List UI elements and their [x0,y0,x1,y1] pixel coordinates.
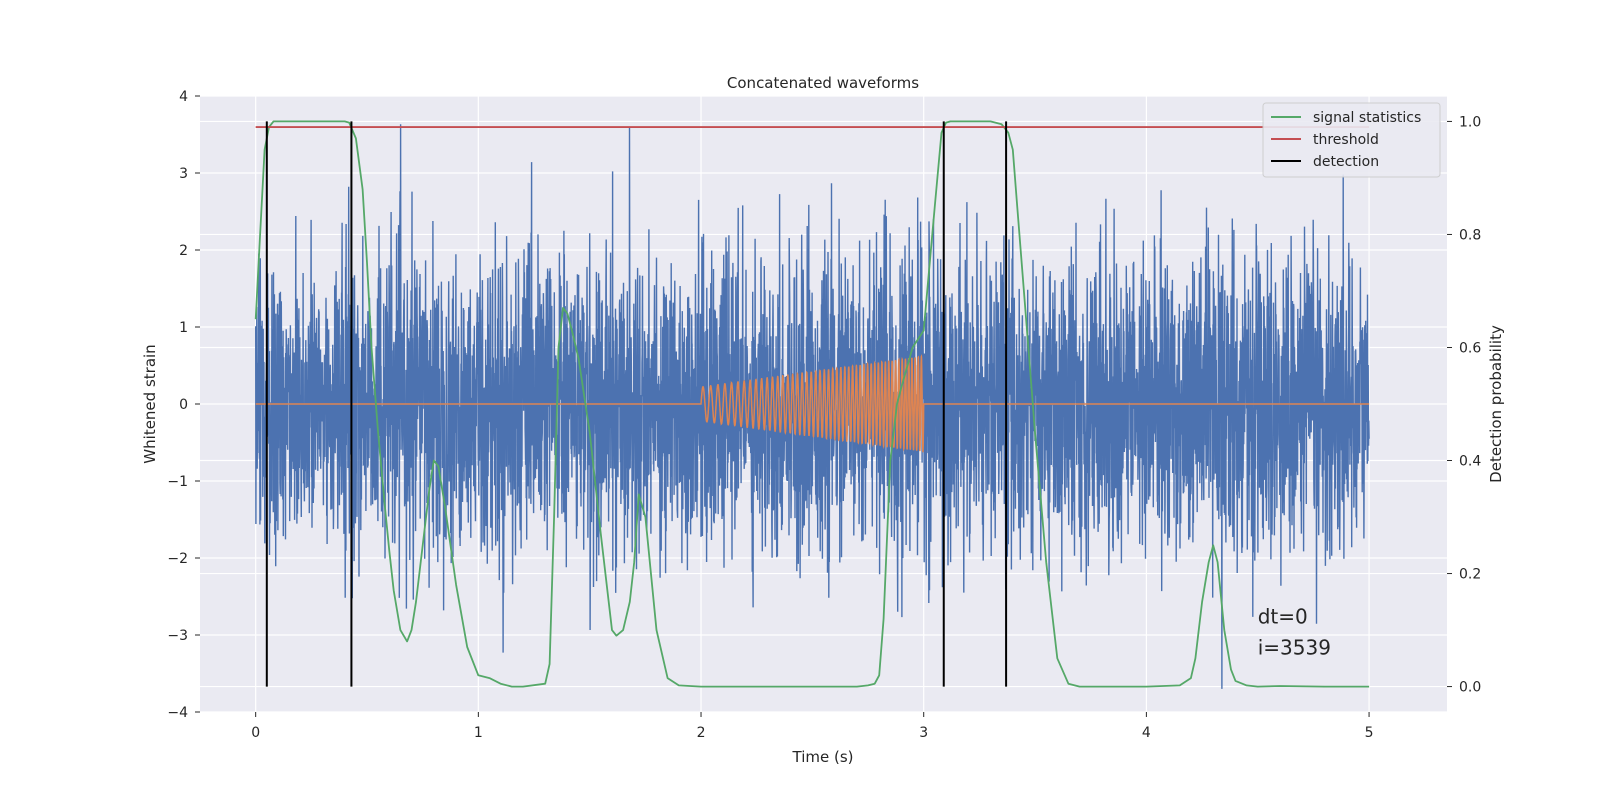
y-right-tick-label: 0.0 [1459,680,1481,696]
y-tick-label: 4 [179,89,188,105]
y-tick-label: −2 [167,551,188,567]
y-tick-label: 2 [179,243,188,259]
signal-statistics-line [254,120,1370,688]
x-tick-label: 5 [1365,725,1374,741]
x-tick-label: 3 [919,725,928,741]
x-tick-label: 0 [251,725,260,741]
legend-box [1262,102,1441,178]
legend-label: signal statistics [1313,110,1421,126]
annotation-text: i=3539 [1258,635,1331,659]
y-right-tick-label: 1.0 [1459,114,1481,130]
legend: signal statistics threshold detection [1262,102,1441,178]
whitened-noise-line [255,124,1370,689]
detection-lines [265,121,1008,687]
y-tick-label: 0 [179,397,188,413]
axis-ticks: 0 1 2 3 4 5 −4 −3 −2 −1 0 1 2 3 4 0.0 0.2 0.4 0.6 0.8 1.0 [167,89,1481,741]
y-tick-label: −1 [167,474,188,490]
x-axis-label: Time (s) [792,748,854,766]
y-tick-label: −4 [167,705,188,721]
y-right-tick-label: 0.2 [1459,567,1481,583]
signal-statistics-series [254,120,1370,688]
y-axis-label: Whitened strain [141,344,159,463]
y-right-tick-label: 0.8 [1459,227,1481,243]
y-right-axis-label: Detection probability [1487,325,1505,483]
injected-chirp-line [255,353,1370,453]
x-tick-label: 1 [474,725,483,741]
y-tick-label: 3 [179,166,188,182]
y-right-tick-label: 0.4 [1459,454,1481,470]
y-tick-label: 1 [179,320,188,336]
annotations: dt=0 i=3539 [1258,604,1331,659]
y-tick-label: −3 [167,628,188,644]
x-tick-label: 4 [1142,725,1151,741]
annotation-text: dt=0 [1258,604,1308,628]
legend-label: detection [1313,154,1379,170]
x-tick-label: 2 [697,725,706,741]
whitened-noise-series [255,124,1370,689]
legend-label: threshold [1313,132,1379,148]
y-right-tick-label: 0.6 [1459,340,1481,356]
chart-title: Concatenated waveforms [727,74,919,92]
injected-chirp-series [255,353,1370,453]
